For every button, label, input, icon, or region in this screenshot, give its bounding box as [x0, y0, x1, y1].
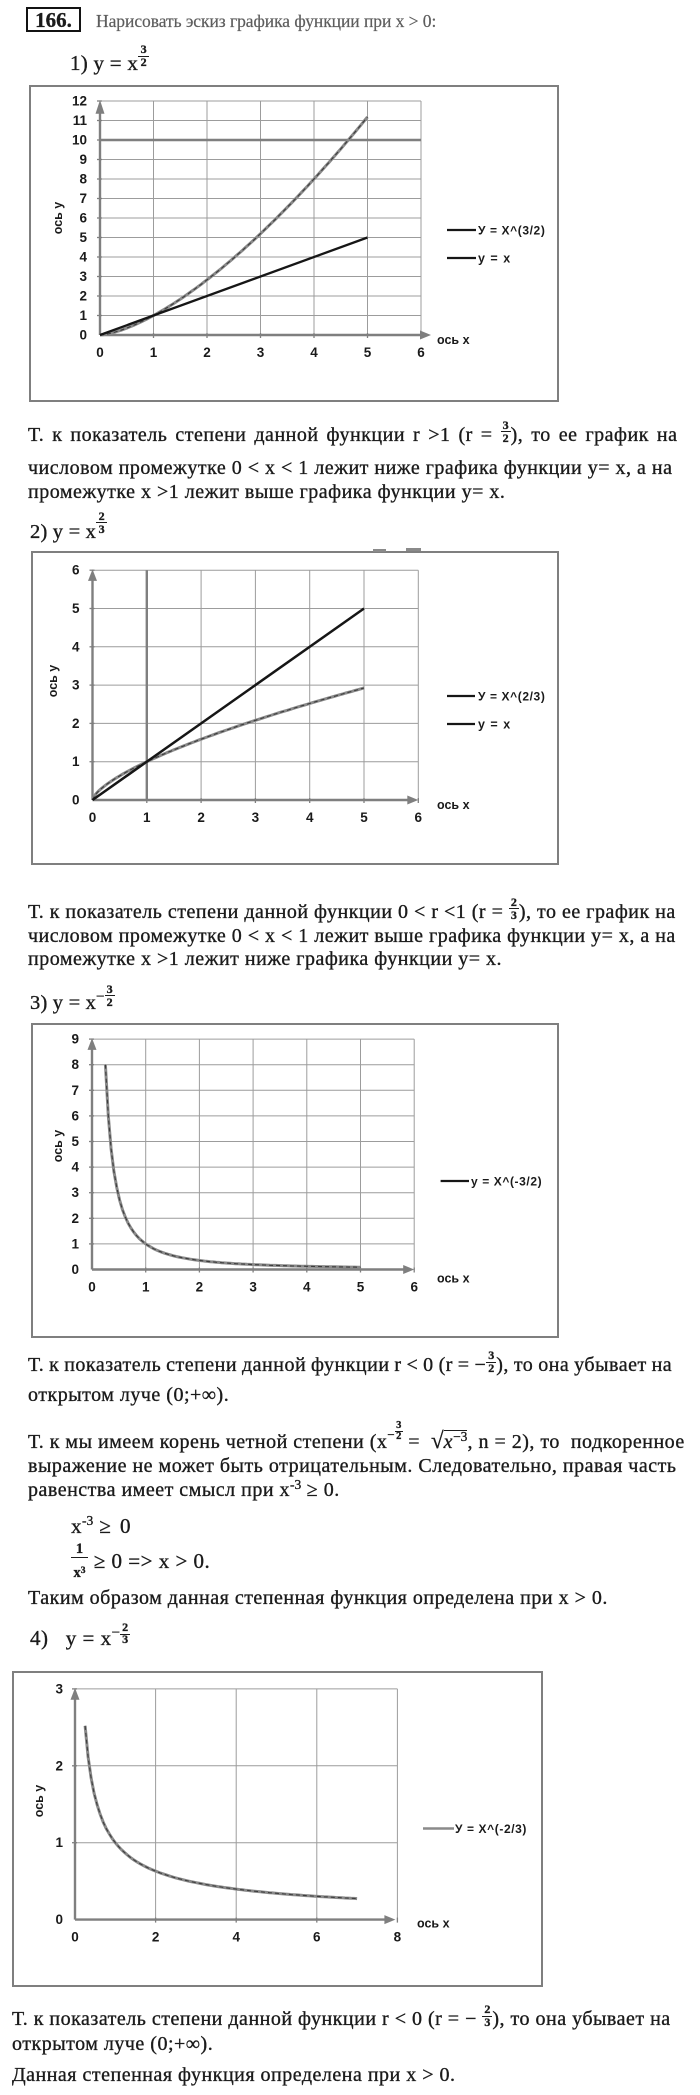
svg-text:3: 3 [71, 1185, 79, 1200]
svg-text:У = Х^(3/2): У = Х^(3/2) [478, 224, 545, 238]
svg-text:ось х: ось х [437, 333, 470, 347]
svg-text:10: 10 [72, 133, 87, 148]
svg-text:6: 6 [313, 1930, 321, 1945]
svg-text:5: 5 [364, 345, 372, 360]
svg-text:ось х: ось х [417, 1917, 450, 1931]
svg-text:У = Х^(-2/3): У = Х^(-2/3) [455, 1822, 527, 1836]
svg-text:у = х: у = х [478, 718, 511, 732]
svg-text:6: 6 [72, 563, 80, 578]
svg-text:ось у: ось у [32, 1785, 46, 1818]
svg-text:0: 0 [88, 1280, 96, 1295]
svg-text:0: 0 [89, 810, 97, 825]
svg-text:1: 1 [150, 345, 158, 360]
svg-text:3: 3 [79, 269, 87, 284]
svg-text:ось х: ось х [437, 1272, 470, 1286]
svg-text:2: 2 [203, 345, 211, 360]
svg-text:у = х: у = х [478, 252, 511, 266]
svg-text:у = Х^(-3/2): у = Х^(-3/2) [471, 1175, 542, 1189]
svg-text:2: 2 [79, 289, 87, 304]
svg-text:У = Х^(2/3): У = Х^(2/3) [478, 690, 545, 704]
svg-text:9: 9 [79, 152, 87, 167]
svg-text:0: 0 [71, 1262, 79, 1277]
svg-text:9: 9 [71, 1032, 79, 1047]
svg-text:4: 4 [303, 1280, 311, 1295]
svg-text:4: 4 [232, 1930, 240, 1945]
svg-text:ось у: ось у [51, 202, 65, 235]
svg-text:6: 6 [71, 1108, 79, 1123]
svg-text:1: 1 [71, 1236, 79, 1251]
svg-text:5: 5 [72, 601, 80, 616]
svg-text:3: 3 [72, 678, 80, 693]
svg-text:6: 6 [415, 810, 423, 825]
svg-text:2: 2 [152, 1930, 160, 1945]
svg-text:0: 0 [72, 793, 80, 808]
svg-text:3: 3 [55, 1681, 63, 1696]
svg-text:12: 12 [72, 94, 87, 109]
svg-text:5: 5 [71, 1134, 79, 1149]
svg-text:4: 4 [310, 345, 318, 360]
svg-text:3: 3 [252, 810, 260, 825]
svg-text:4: 4 [71, 1160, 79, 1175]
svg-text:2: 2 [197, 810, 205, 825]
svg-text:4: 4 [306, 810, 314, 825]
svg-text:2: 2 [196, 1280, 204, 1295]
svg-text:8: 8 [79, 172, 87, 187]
svg-text:2: 2 [55, 1758, 63, 1773]
svg-text:1: 1 [79, 308, 87, 323]
svg-text:0: 0 [55, 1912, 63, 1927]
svg-text:2: 2 [72, 716, 80, 731]
svg-text:4: 4 [72, 639, 80, 654]
svg-text:1: 1 [143, 810, 151, 825]
svg-text:3: 3 [249, 1280, 257, 1295]
svg-text:0: 0 [71, 1930, 79, 1945]
svg-text:ось х: ось х [437, 798, 470, 812]
svg-text:8: 8 [394, 1930, 402, 1945]
svg-text:1: 1 [72, 754, 80, 769]
svg-text:5: 5 [360, 810, 368, 825]
svg-text:8: 8 [71, 1057, 79, 1072]
svg-text:7: 7 [79, 191, 87, 206]
svg-text:6: 6 [417, 345, 425, 360]
svg-text:3: 3 [257, 345, 265, 360]
svg-text:4: 4 [79, 250, 87, 265]
svg-text:5: 5 [79, 230, 87, 245]
svg-text:11: 11 [73, 113, 88, 128]
svg-text:0: 0 [96, 345, 104, 360]
svg-text:1: 1 [142, 1280, 150, 1295]
svg-text:5: 5 [357, 1280, 365, 1295]
svg-text:ось у: ось у [51, 1130, 65, 1163]
svg-text:0: 0 [79, 328, 87, 343]
svg-text:7: 7 [71, 1083, 79, 1098]
svg-text:1: 1 [55, 1835, 63, 1850]
svg-text:6: 6 [410, 1280, 418, 1295]
svg-text:2: 2 [71, 1211, 79, 1226]
svg-text:ось у: ось у [46, 665, 60, 698]
svg-text:6: 6 [79, 211, 87, 226]
